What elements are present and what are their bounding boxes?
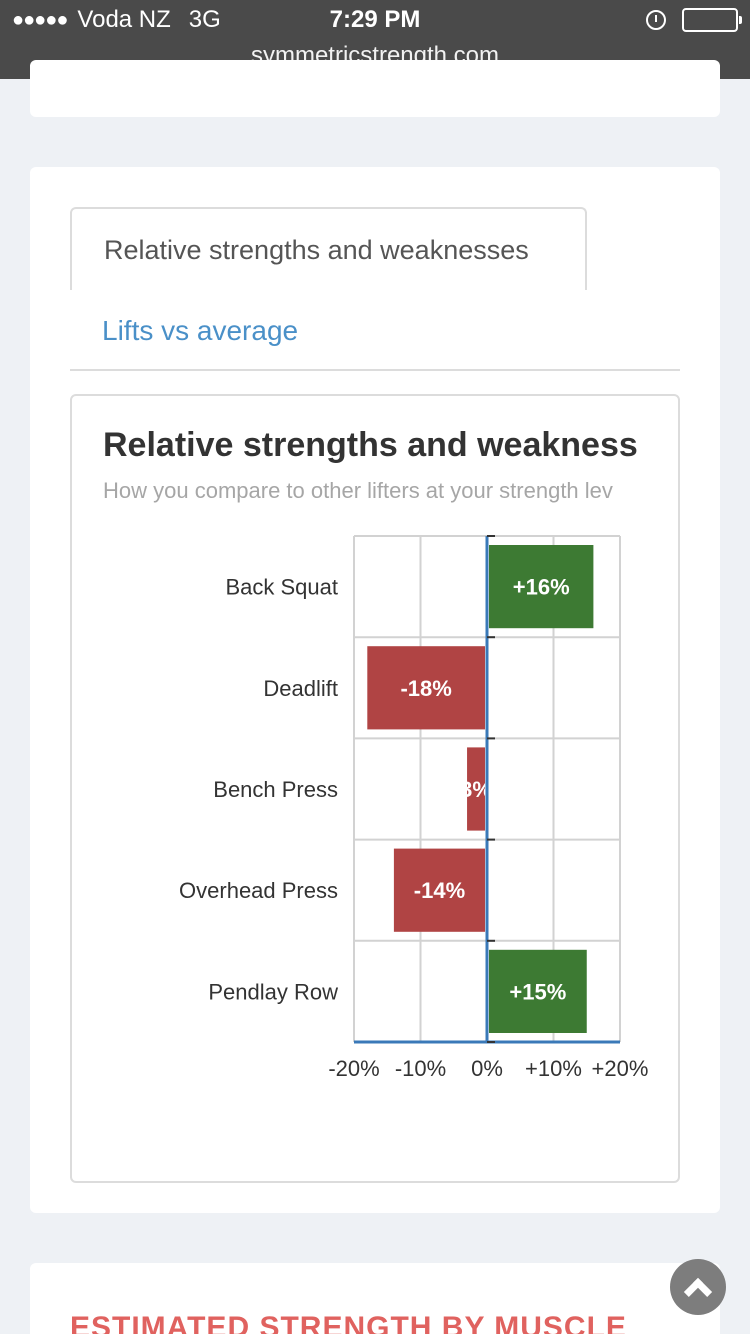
relative-strength-card: Relative strengths and weaknesses Lifts … [30, 167, 720, 1213]
signal-icon: ●●●●● [12, 8, 68, 31]
x-tick-label: 0% [471, 1056, 503, 1081]
x-tick-label: -20% [328, 1056, 379, 1081]
tab-divider [70, 369, 680, 371]
bar [467, 747, 485, 831]
chart-subtitle: How you compare to other lifters at your… [103, 478, 613, 503]
bar [489, 949, 587, 1033]
section-heading: ESTIMATED STRENGTH BY MUSCLE [70, 1311, 627, 1334]
x-tick-label: +20% [592, 1056, 649, 1081]
category-label: Back Squat [225, 575, 338, 600]
bar-value-label: -14% [414, 878, 465, 903]
network-type: 3G [188, 6, 221, 33]
bar-value-label: -18% [400, 676, 451, 701]
carrier-name: Voda NZ [77, 6, 171, 33]
bar [393, 848, 485, 932]
chevron-up-icon [683, 1277, 713, 1307]
bar-value-label: +16% [513, 575, 570, 600]
category-label: Bench Press [213, 777, 338, 802]
x-tick-label: +10% [525, 1056, 582, 1081]
muscle-strength-card: ESTIMATED STRENGTH BY MUSCLE [30, 1263, 720, 1334]
x-tick-label: -10% [395, 1056, 446, 1081]
tab-relative-strengths[interactable]: Relative strengths and weaknesses [70, 207, 587, 290]
category-label: Pendlay Row [208, 979, 338, 1004]
bar [489, 545, 594, 629]
status-right [646, 8, 742, 32]
clock: 7:29 PM [329, 6, 421, 33]
battery-icon [682, 8, 742, 32]
tab-lifts-vs-average[interactable]: Lifts vs average [102, 315, 299, 346]
chart-panel: Relative strengths and weakness How you … [70, 394, 680, 1183]
alarm-icon [646, 10, 666, 30]
scroll-to-top-button[interactable] [670, 1259, 726, 1315]
chart-title: Relative strengths and weakness [103, 426, 638, 464]
bar [367, 646, 485, 730]
previous-card [30, 60, 720, 117]
status-left: ●●●●● Voda NZ 3G [12, 6, 221, 34]
category-label: Deadlift [263, 676, 338, 701]
category-label: Overhead Press [179, 878, 338, 903]
bar-value-label: +15% [509, 979, 566, 1004]
